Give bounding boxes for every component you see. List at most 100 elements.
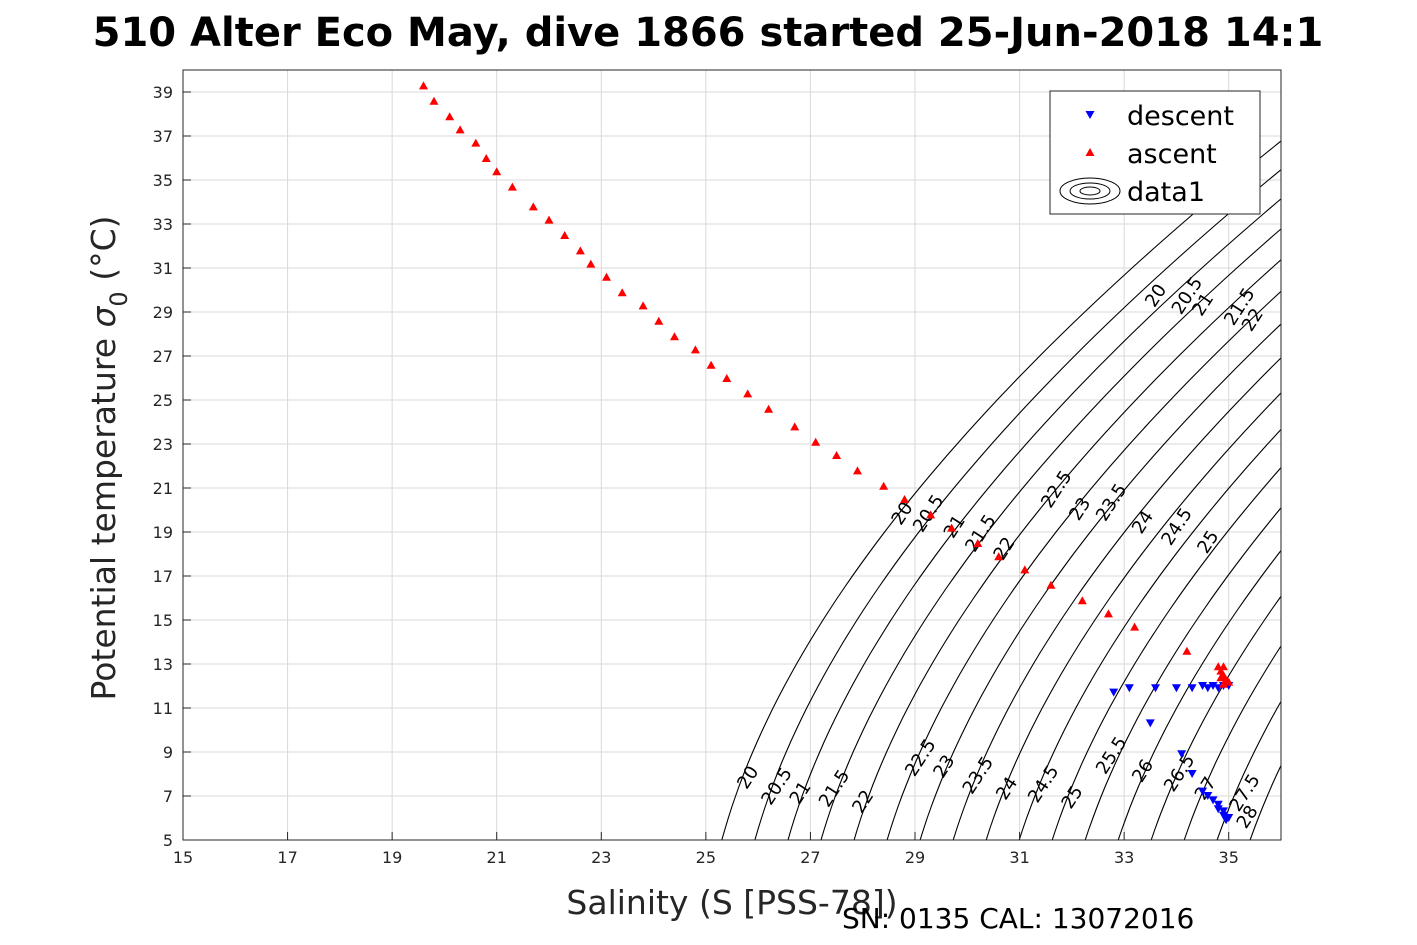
- descent-point: [1218, 807, 1228, 816]
- x-tick-label: 21: [487, 848, 507, 867]
- ascent-point: [1046, 580, 1056, 589]
- ascent-point: [602, 272, 612, 281]
- contour-line-23-5: [952, 357, 1281, 840]
- contour-line-25: [1051, 466, 1281, 840]
- descent-point: [1109, 688, 1119, 697]
- y-tick-label: 37: [153, 127, 173, 146]
- ascent-point: [1182, 646, 1192, 655]
- ascent-point: [1218, 662, 1228, 671]
- contour-label: 22: [848, 786, 878, 817]
- ascent-point: [575, 246, 585, 255]
- contour-label: 20.5: [757, 764, 796, 809]
- ascent-point: [492, 167, 502, 176]
- y-axis-label-main: Potential temperature: [84, 328, 123, 701]
- y-tick-label: 13: [153, 655, 173, 674]
- descent-point: [1221, 816, 1231, 825]
- contour-line-22: [853, 258, 1281, 840]
- ascent-point: [560, 231, 570, 239]
- ascent-point: [690, 345, 700, 354]
- legend-box: [1049, 90, 1261, 215]
- contour-label: 20: [1141, 280, 1171, 311]
- y-tick-label: 27: [153, 347, 173, 366]
- legend-descent-marker: [1085, 111, 1095, 119]
- x-axis-ticks: 15 17 19 21 23 25 27 29 31 33 35: [173, 832, 1239, 867]
- y-tick-label: 25: [153, 391, 173, 410]
- contour-line-21-5: [820, 228, 1281, 840]
- ascent-point: [429, 96, 439, 105]
- ascent-point: [1103, 609, 1113, 618]
- legend-data1-label: data1: [1127, 177, 1205, 208]
- x-tick-label: 17: [277, 848, 297, 867]
- descent-point: [1187, 770, 1197, 778]
- ascent-point: [811, 437, 821, 446]
- contour-label: 25: [1057, 782, 1087, 813]
- contour-line-24-5: [1018, 428, 1281, 840]
- chart-title: 510 Alter Eco May, dive 1866 started 25-…: [93, 10, 1324, 56]
- y-tick-label: 29: [153, 303, 173, 322]
- contour-label: 23.5: [1092, 480, 1131, 525]
- ascent-point: [1224, 677, 1234, 686]
- y-tick-label: 39: [153, 83, 173, 102]
- contour-line-22-5: [886, 290, 1281, 840]
- contour-line-24: [985, 392, 1281, 840]
- contour-line-25-5: [1084, 506, 1281, 840]
- legend-descent-label: descent: [1127, 101, 1234, 132]
- descent-point: [1124, 684, 1134, 693]
- ascent-point: [1218, 679, 1228, 688]
- contour-label: 24: [1128, 507, 1158, 538]
- ascent-point: [1130, 622, 1140, 631]
- descent-point: [1151, 684, 1161, 693]
- x-tick-label: 29: [905, 848, 925, 867]
- descent-point: [1171, 684, 1181, 693]
- x-tick-label: 33: [1114, 848, 1134, 867]
- ascent-point: [994, 552, 1004, 561]
- contour-line-27-5: [1216, 700, 1281, 840]
- ascent-point: [617, 288, 627, 297]
- y-tick-label: 5: [163, 831, 173, 850]
- x-tick-label: 19: [382, 848, 402, 867]
- x-tick-label: 35: [1219, 848, 1239, 867]
- ascent-point: [1020, 565, 1030, 574]
- data-points: [419, 81, 1234, 825]
- x-axis-label: Salinity (S [PSS-78]): [566, 883, 897, 922]
- ascent-point: [832, 451, 842, 459]
- ascent-point: [947, 523, 957, 532]
- y-axis-label: Potential temperature σ0 (°C): [84, 216, 133, 701]
- y-tick-label: 11: [153, 699, 173, 718]
- ascent-point: [638, 301, 648, 310]
- ascent-point: [743, 389, 753, 398]
- y-axis-label-unit: (°C): [84, 216, 123, 292]
- serial-calibration-text: SN: 0135 CAL: 13072016: [842, 902, 1194, 935]
- descent-point: [1208, 796, 1218, 805]
- ascent-point: [1077, 596, 1087, 605]
- density-contours: [721, 140, 1281, 840]
- ascent-point: [654, 316, 664, 325]
- ascent-point: [528, 202, 538, 211]
- x-tick-label: 27: [800, 848, 820, 867]
- ascent-point: [507, 182, 517, 191]
- y-tick-label: 21: [153, 479, 173, 498]
- ascent-point: [790, 422, 800, 431]
- ascent-point: [586, 259, 596, 268]
- y-axis-label-sigma: σ: [84, 306, 123, 328]
- descent-point: [1177, 750, 1187, 759]
- plot-frame: [182, 69, 1282, 841]
- ascent-point: [926, 510, 936, 519]
- legend-ascent-label: ascent: [1127, 139, 1217, 170]
- descent-point: [1213, 800, 1223, 809]
- legend-data1-marker: [1059, 177, 1121, 205]
- y-tick-label: 9: [163, 743, 173, 762]
- contour-line-26-5: [1150, 595, 1281, 840]
- contour-label: 25.5: [1092, 733, 1131, 778]
- ascent-point: [900, 495, 910, 503]
- descent-point: [1213, 805, 1223, 814]
- contour-line-23: [919, 323, 1281, 840]
- y-axis-label-sub: 0: [105, 291, 133, 306]
- ascent-point: [471, 138, 481, 147]
- ascent-point: [706, 360, 716, 369]
- ascent-point: [879, 481, 889, 490]
- ascent-point: [764, 404, 774, 413]
- ascent-point: [722, 374, 732, 382]
- ascent-point: [445, 112, 455, 121]
